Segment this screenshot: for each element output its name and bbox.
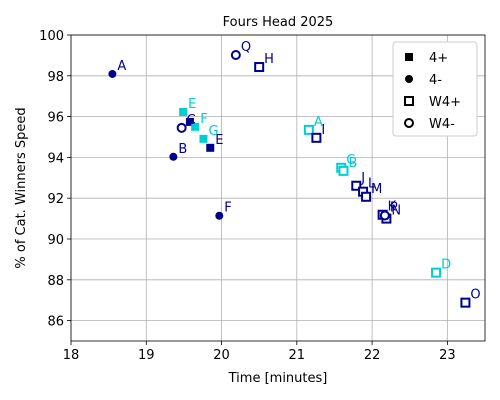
x-tick-label: 21 — [289, 348, 306, 363]
plot-frame — [70, 34, 486, 342]
y-tick-label: 100 — [39, 29, 64, 44]
marker — [404, 96, 414, 106]
marker — [303, 124, 314, 135]
marker — [215, 211, 224, 220]
y-tick-label: 98 — [47, 70, 64, 85]
y-tick-label: 94 — [47, 151, 64, 166]
y-tick-label: 96 — [47, 111, 64, 126]
legend: 4+ 4- W4+ W4- — [392, 41, 478, 137]
point-label: K — [388, 200, 397, 215]
point-label: H — [264, 52, 274, 67]
y-tick-label: 88 — [47, 274, 64, 289]
legend-label: 4- — [429, 73, 442, 88]
x-tick-label: 20 — [213, 348, 230, 363]
point-label: O — [470, 288, 480, 303]
point-label: G — [208, 124, 218, 139]
legend-box — [392, 41, 478, 137]
x-tick-label: 22 — [364, 348, 381, 363]
marker — [405, 75, 413, 83]
x-axis-label: Time [minutes] — [228, 371, 328, 386]
x-tick-label: 19 — [138, 348, 155, 363]
marker — [254, 62, 265, 73]
point-label: D — [441, 258, 451, 273]
marker — [431, 267, 442, 278]
marker — [361, 191, 372, 202]
point-label: B — [178, 142, 187, 157]
legend-label: W4+ — [429, 95, 461, 110]
point-label: J — [360, 171, 365, 186]
y-axis-label: % of Cat. Winners Speed — [14, 107, 29, 268]
marker — [460, 297, 471, 308]
point-label: A — [117, 59, 126, 74]
marker — [404, 118, 414, 128]
marker — [230, 49, 241, 60]
marker — [179, 107, 188, 116]
point-label: A — [314, 115, 323, 130]
point-label: C — [187, 113, 196, 128]
y-tick-label: 92 — [47, 192, 64, 207]
point-label: N — [391, 204, 401, 219]
point-label: I — [321, 123, 325, 138]
y-tick-label: 90 — [47, 233, 64, 248]
chart-title: Fours Head 2025 — [223, 15, 334, 30]
marker — [338, 165, 349, 176]
x-tick-label: 23 — [439, 348, 456, 363]
marker — [199, 134, 208, 143]
point-label: F — [224, 201, 231, 216]
legend-label: 4+ — [429, 51, 448, 66]
marker — [379, 210, 390, 221]
marker — [176, 122, 187, 133]
marker — [311, 132, 322, 143]
point-label: Q — [241, 40, 251, 55]
x-tick-label: 18 — [63, 348, 80, 363]
marker — [169, 152, 178, 161]
point-label: B — [348, 156, 357, 171]
point-label: L — [368, 177, 376, 192]
point-label: E — [188, 97, 196, 112]
marker — [185, 117, 194, 126]
legend-label: W4- — [429, 117, 455, 132]
marker — [206, 143, 215, 152]
point-label: E — [215, 133, 223, 148]
y-tick-label: 86 — [47, 315, 64, 330]
point-label: P — [390, 201, 398, 216]
point-label: F — [200, 112, 207, 127]
point-label: C — [346, 153, 355, 168]
marker — [405, 53, 413, 61]
marker — [351, 180, 362, 191]
marker — [191, 122, 200, 131]
marker — [108, 69, 117, 78]
point-label: M — [371, 182, 382, 197]
